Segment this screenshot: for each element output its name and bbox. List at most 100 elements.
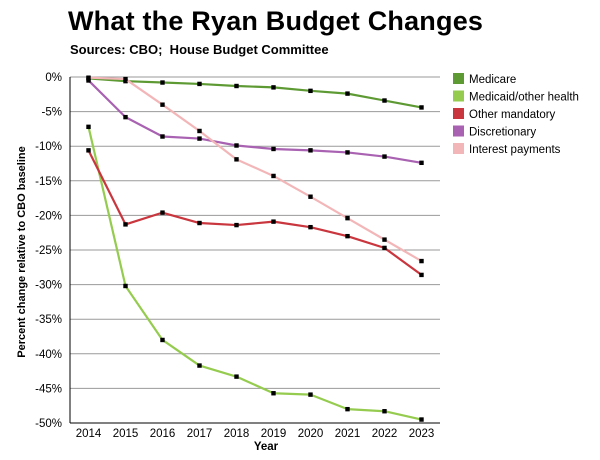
data-point [271, 85, 276, 90]
data-point [419, 417, 424, 422]
legend-item: Medicaid/other health [453, 90, 579, 104]
y-tick-label: -5% [42, 107, 62, 119]
data-point [345, 406, 350, 412]
data-point [197, 81, 202, 87]
data-point [234, 143, 239, 148]
legend-label: Medicaid/other health [469, 92, 579, 104]
y-tick-label: -50% [35, 418, 62, 430]
chart-subtitle: Sources: CBO; House Budget Committee [70, 42, 329, 57]
legend-item: Other mandatory [453, 108, 556, 121]
data-point [308, 224, 313, 230]
legend-swatch [453, 90, 464, 102]
data-point [271, 219, 276, 224]
series-layer [86, 75, 424, 422]
data-point [160, 337, 165, 343]
series-line [87, 126, 422, 421]
data-point [197, 128, 202, 134]
data-point [234, 222, 239, 228]
y-tick-label: -15% [35, 176, 62, 188]
data-point [345, 150, 350, 155]
data-point [271, 391, 276, 396]
legend-label: Discretionary [469, 127, 536, 139]
y-tick-label: -10% [35, 141, 62, 153]
x-tick-label: 2022 [372, 428, 398, 440]
data-point [419, 160, 424, 166]
x-axis-label: Year [254, 441, 279, 453]
y-tick-label: 0% [45, 72, 62, 84]
data-point [271, 173, 276, 179]
data-point [382, 154, 387, 159]
x-axis: 2014 2015 2016 2017 2018 2019 2020 2021 2022 2023 [70, 422, 440, 440]
x-tick-label: 2015 [113, 428, 139, 440]
series-line [87, 79, 422, 164]
legend-swatch [453, 108, 464, 119]
data-point [271, 146, 276, 152]
x-tick-label: 2018 [224, 428, 250, 440]
series-line [88, 77, 422, 109]
data-point [308, 88, 313, 94]
data-point [382, 237, 387, 242]
data-point [308, 392, 313, 397]
legend-label: Interest payments [469, 144, 561, 156]
chart-title: What the Ryan Budget Changes [68, 6, 484, 36]
x-tick-label: 2023 [409, 428, 435, 440]
legend: Medicare Medicaid/other health Other manda… [453, 73, 579, 156]
legend-swatch [453, 125, 464, 137]
data-point [382, 409, 387, 414]
legend-swatch [453, 73, 464, 84]
legend-label: Other mandatory [469, 109, 556, 121]
series-interest-payments [86, 75, 424, 264]
data-point [308, 148, 313, 153]
legend-item: Medicare [453, 73, 516, 86]
data-point [86, 148, 91, 153]
y-axis-label: Percent change relative to CBO baseline [16, 146, 28, 358]
y-axis: 0% -5% -10% -15% -20% -25% -30% -35% -40% -45% -50… [35, 72, 71, 430]
data-point [345, 233, 350, 239]
y-tick-label: -30% [35, 280, 62, 292]
data-point [160, 210, 165, 215]
data-point [234, 157, 239, 162]
legend-item: Discretionary [453, 125, 536, 139]
data-point [123, 283, 128, 289]
data-point [234, 374, 239, 379]
series-line [87, 149, 423, 276]
x-tick-label: 2020 [298, 428, 324, 440]
y-tick-label: -40% [35, 349, 62, 361]
data-point [160, 102, 165, 107]
data-point [308, 194, 313, 199]
data-point [345, 215, 350, 221]
data-point [123, 114, 128, 120]
data-point [345, 91, 350, 96]
y-tick-label: -25% [35, 245, 62, 257]
data-point [382, 98, 387, 103]
data-point [86, 124, 91, 130]
x-tick-label: 2019 [261, 428, 287, 440]
data-point [123, 76, 128, 82]
legend-item: Interest payments [453, 143, 561, 156]
data-point [197, 136, 202, 141]
data-point [197, 220, 202, 226]
data-point [419, 105, 424, 110]
legend-swatch [453, 143, 464, 154]
y-tick-label: -20% [35, 210, 62, 222]
data-point [160, 80, 165, 85]
series-medicaid-other-health [86, 124, 424, 422]
data-point [86, 75, 91, 80]
series-discretionary [86, 78, 424, 166]
data-point [197, 363, 202, 368]
legend-label: Medicare [469, 74, 516, 86]
x-tick-label: 2014 [76, 428, 102, 440]
y-tick-label: -45% [35, 383, 62, 395]
x-tick-label: 2017 [187, 428, 213, 440]
data-point [419, 258, 424, 264]
x-tick-label: 2016 [150, 428, 176, 440]
data-point [86, 78, 91, 83]
data-point [123, 222, 128, 227]
series-medicare [86, 76, 424, 110]
data-point [419, 272, 424, 278]
y-tick-label: -35% [35, 314, 62, 326]
series-other-mandatory [86, 148, 424, 278]
series-line [88, 76, 423, 263]
data-point [382, 245, 387, 251]
